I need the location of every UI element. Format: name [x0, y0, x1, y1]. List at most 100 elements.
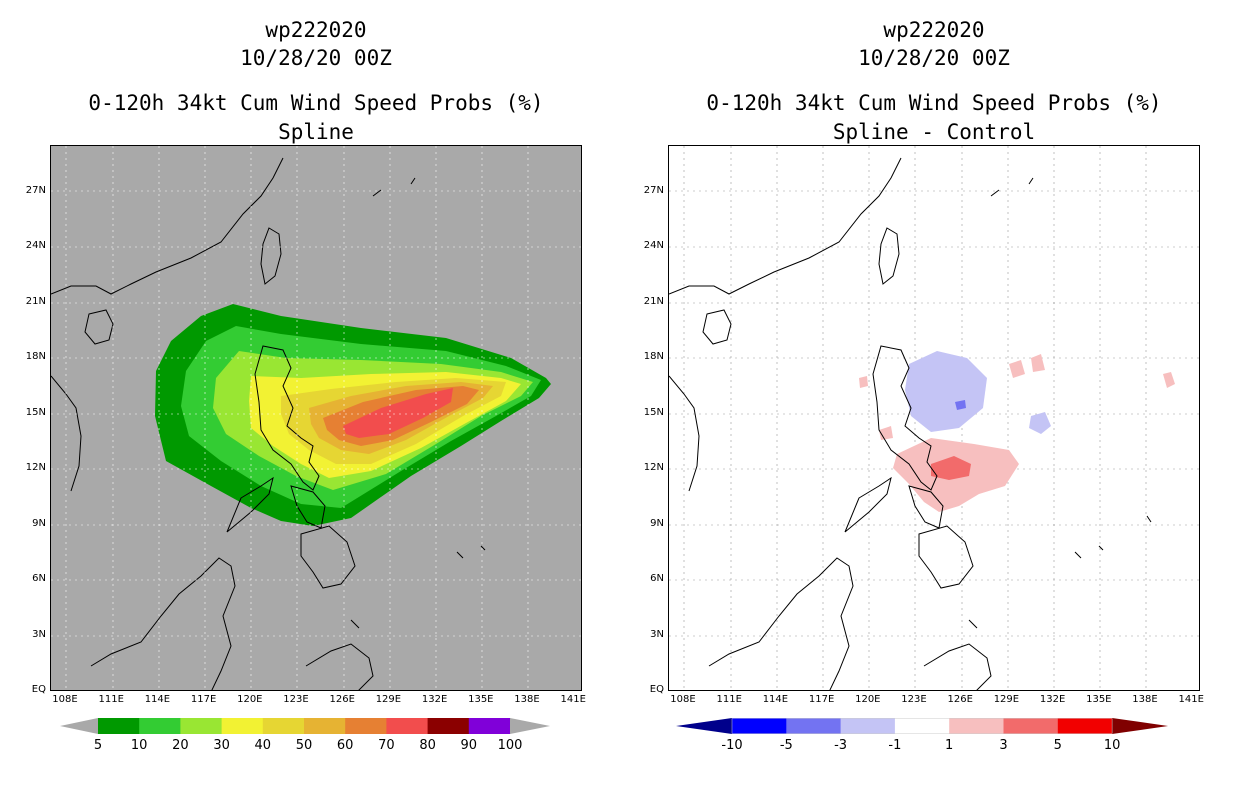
left-lat-label: EQ — [31, 684, 46, 695]
right-lon-label: 111E — [716, 694, 742, 705]
borneo-coast — [708, 557, 854, 690]
right-lon-label: 123E — [901, 694, 927, 705]
left-colorbar-label: 30 — [213, 738, 230, 753]
borneo-coast — [90, 557, 236, 690]
left-lat-label: 12N — [25, 462, 46, 473]
positive-diff-small-2 — [1009, 360, 1025, 378]
right-lon-label: 117E — [808, 694, 835, 705]
right-colorbar-svg — [676, 718, 1169, 734]
right-colorbar — [676, 718, 1172, 734]
colorbar-swatch — [386, 718, 429, 734]
left-subtitle: Spline — [278, 120, 354, 144]
small-islands — [350, 177, 486, 629]
right-map-svg — [669, 146, 1199, 690]
mindanao-island — [918, 525, 974, 589]
colorbar-swatch — [98, 718, 140, 734]
left-lon-label: 129E — [375, 694, 402, 705]
right-storm-id: wp222020 — [883, 18, 985, 42]
left-lon-label: 132E — [421, 694, 448, 705]
right-lon-label: 132E — [1039, 694, 1066, 705]
left-colorbar-label: 80 — [419, 738, 436, 753]
left-lon-label: 135E — [468, 694, 494, 705]
colorbar-swatch — [345, 718, 387, 734]
prob-contour-70 — [343, 388, 453, 438]
taiwan-island — [260, 227, 282, 285]
palawan-island — [226, 476, 274, 533]
left-lat-label: 6N — [32, 573, 46, 584]
right-colorbar-label: 5 — [1053, 738, 1062, 753]
colorbar-swatch — [1057, 718, 1113, 734]
coastlines — [669, 157, 1152, 690]
left-probability-map — [50, 145, 582, 691]
vietnam-coast — [51, 375, 82, 492]
positive-diff-small-1 — [859, 376, 868, 388]
left-colorbar-label: 60 — [336, 738, 354, 753]
right-lat-label: EQ — [649, 684, 664, 695]
colorbar-swatch — [427, 718, 470, 734]
colorbar-arrow-low — [676, 718, 732, 734]
colorbar-swatch — [949, 718, 1004, 734]
luzon-island — [872, 345, 938, 491]
colorbar-swatch — [180, 718, 223, 734]
vietnam-coast — [669, 375, 700, 492]
right-lat-label: 3N — [650, 628, 664, 640]
left-lat-label: 21N — [25, 295, 46, 307]
right-lon-label: 126E — [947, 694, 973, 705]
right-datetime: 10/28/20 00Z — [858, 46, 1010, 70]
sulawesi-coast — [923, 643, 992, 690]
right-lat-label: 21N — [643, 295, 664, 307]
left-colorbar-label: 100 — [497, 738, 523, 753]
left-colorbar-label: 20 — [172, 738, 189, 753]
coastlines — [51, 157, 486, 690]
right-colorbar-label: 3 — [999, 738, 1008, 753]
right-lon-label: 141E — [1178, 694, 1204, 705]
left-map-svg — [51, 146, 581, 690]
hainan-island — [84, 309, 114, 345]
right-colorbar-label: -5 — [779, 738, 793, 753]
right-lat-label: 27N — [643, 184, 664, 196]
left-lon-label: 117E — [190, 694, 217, 705]
china-coast — [51, 157, 284, 295]
colorbar-swatch — [732, 718, 787, 734]
right-difference-map — [668, 145, 1200, 691]
colorbar-swatch — [262, 718, 305, 734]
right-lon-label: 120E — [855, 694, 881, 705]
left-lon-label: 123E — [283, 694, 309, 705]
left-storm-id: wp222020 — [265, 18, 367, 42]
positive-diff-small-4 — [1163, 372, 1175, 388]
right-lon-label: 138E — [1132, 694, 1158, 705]
left-colorbar-label: 90 — [460, 738, 478, 753]
right-lon-label: 129E — [993, 694, 1020, 705]
left-colorbar — [60, 718, 552, 734]
right-product-title: 0-120h 34kt Cum Wind Speed Probs (%) — [706, 91, 1162, 115]
colorbar-swatch — [894, 718, 950, 734]
colorbar-swatch — [468, 718, 511, 734]
left-colorbar-label: 70 — [378, 738, 395, 753]
colorbar-arrow-high — [510, 718, 550, 734]
negative-diff-mid — [955, 400, 966, 410]
left-lon-label: 108E — [52, 694, 78, 705]
left-colorbar-label: 40 — [254, 738, 272, 753]
right-colorbar-label: 10 — [1103, 738, 1121, 753]
china-coast — [669, 157, 902, 295]
left-lat-label: 15N — [25, 406, 46, 418]
right-lat-label: 15N — [643, 406, 664, 418]
left-lon-label: 120E — [237, 694, 263, 705]
left-lon-label: 138E — [514, 694, 540, 705]
positive-diff-mid — [931, 456, 971, 480]
small-islands — [968, 177, 1152, 629]
left-colorbar-label: 10 — [130, 738, 148, 753]
right-lat-label: 9N — [650, 517, 664, 529]
right-lon-label: 135E — [1086, 694, 1112, 705]
luzon-island — [254, 345, 320, 491]
colorbar-arrow-high — [1112, 718, 1169, 734]
palawan-island — [844, 476, 892, 533]
colorbar-swatch — [221, 718, 264, 734]
colorbar-swatch — [304, 718, 346, 734]
mindanao-island — [300, 525, 356, 589]
right-colorbar-label: -1 — [888, 738, 902, 753]
left-lat-label: 3N — [32, 628, 46, 640]
left-datetime: 10/28/20 00Z — [240, 46, 392, 70]
left-lon-label: 114E — [144, 694, 171, 705]
probability-contours — [155, 304, 551, 526]
